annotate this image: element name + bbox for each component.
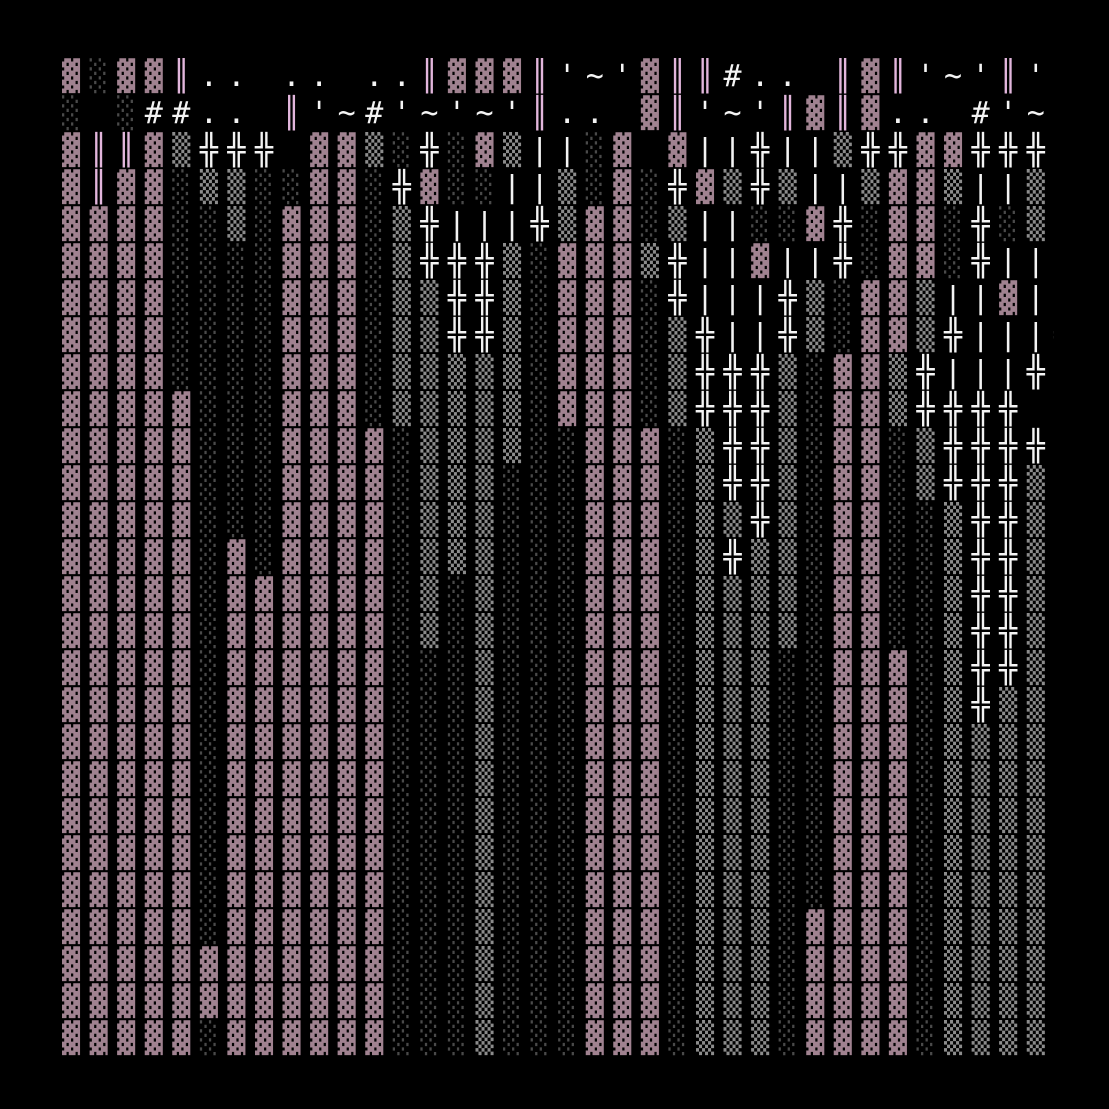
- ascii-row: ▓▓▓▓▓░▓▓▓▓▓▓░░░▒░░░▓▓▓░▒▒▒░░▓▓▓░▒▒▒▒: [62, 799, 1054, 834]
- ascii-row: ▓▓▓▓▓░▓▓▓▓▓▓░░░▒░░░▓▓▓░▒▒▒░░▓▓▓░▒▒▒▒: [62, 836, 1054, 871]
- ascii-row: ▓▓▓▓▓░▓▓▓▓▓▓░░░▒░░░▓▓▓░▒▒▒░▓▓▓▓░▒▒▒▒: [62, 1021, 1054, 1056]
- ascii-row: ▓▓▓▓▓▓▓▓▓▓▓▓░░░▒░░░▓▓▓░▒▒▒░▓▓▓▓░▒▒▒▒: [62, 984, 1054, 1019]
- ascii-row: ▓▓▓▓░░░░▓▓▓░▒▒╬╬▒░▓▓▓░▒╬||╬▒░▓▓▒╬|||╬: [62, 318, 1054, 353]
- ascii-row: ▓║▓▓░▒▒░░▓▓░╬▓░░||▒░▓░╬▓▒╬▒||▒▓▓▒||▒|: [62, 170, 1054, 205]
- ascii-grid: ▓░▓▓║.. .. ..║▓▓▓║'~'▓║║#.. ║▓║'~'║'~░ ░…: [62, 58, 1054, 1058]
- ascii-row: ▓▓▓▓░░▒░▓▓▓░▒╬|||╬▒▓▓░▒||░░▓╬░▓▓░╬░▒▒: [62, 207, 1054, 242]
- ascii-row: ▓▓▓▓░░░░▓▓▓░▒▒╬╬▒░▓▓▓░╬|||╬▒░▓▓▒||▓||: [62, 281, 1054, 316]
- ascii-row: ▓▓▓▓▓░▓▓▓▓▓▓░░░▒░░░▓▓▓░▒▒▒░░▓▓▓░▒▒▒▒: [62, 873, 1054, 908]
- ascii-row: ▓▓▓▓▓░▓▓▓▓▓▓░▒░▒░░░▓▓▓░▒▒▒▒░▓▓░░▒╬╬▒: [62, 614, 1054, 649]
- ascii-row: ▓▓▓▓▓░░░▓▓▓▓░▒▒▒░░░▓▓▓░▒▒╬▒░▓▓░░▒╬╬▒: [62, 503, 1054, 538]
- ascii-row: ▓▓▓▓▓░▓▓▓▓▓▓░▒░▒░░░▓▓▓░▒▒▒▒░▓▓░░▒╬╬▒: [62, 577, 1054, 612]
- ascii-row: ▓▓▓▓▓░▓░▓▓▓▓░▒▒▒░░░▓▓▓░▒╬▒▒░▓▓░░▒╬╬▒: [62, 540, 1054, 575]
- ascii-row: ▓▓▓▓▓░░░▓▓▓▓░▒▒▒░░░▓▓▓░▒╬╬▒░▓▓░▒╬╬╬▒: [62, 466, 1054, 501]
- ascii-row: ▓▓▓▓▓░░░▓▓▓▓░▒▒▒▒░░▓▓▓░▒╬╬▒░▓▓░▒╬╬╬╬: [62, 429, 1054, 464]
- ascii-row: ▓▓▓▓░░░░▓▓▓░▒▒▒▒▒░▓▓▓░▒╬╬╬▒░▓▓▒╬|||╬: [62, 355, 1054, 390]
- ascii-row: ▓░▓▓║.. .. ..║▓▓▓║'~'▓║║#.. ║▓║'~'║'~: [62, 59, 1054, 94]
- ascii-row: ▓║║▓▒╬╬╬ ▓▓▒░╬░▓▒||░▓ ▓||╬||▒╬╬▓▓╬╬╬░: [62, 133, 1054, 168]
- ascii-row: ▓▓▓▓▓░▓▓▓▓▓▓░░░▒░░░▓▓▓░▒▒▒░░▓▓▓░▒╬╬▒: [62, 651, 1054, 686]
- ascii-row: ░ ░##.. ║'~#'~'~'║.. ▓║'~'║▓║▓.. #'~'.: [62, 96, 1054, 131]
- ascii-row: ▓▓▓▓▓░▓▓▓▓▓▓░░░▒░░░▓▓▓░▒▒▒░░▓▓▓░▒╬▒▒: [62, 688, 1054, 723]
- ascii-row: ▓▓▓▓░░░░▓▓▓░▒╬╬╬▒░▓▓▓▒╬||▓||╬░▓▓░╬||░: [62, 244, 1054, 279]
- ascii-row: ▓▓▓▓▓░▓▓▓▓▓▓░░░▒░░░▓▓▓░▒▒▒░░▓▓▓░▒▒▒▒: [62, 725, 1054, 760]
- ascii-row: ▓▓▓▓▓░▓▓▓▓▓▓░░░▒░░░▓▓▓░▒▒▒░▓▓▓▓░▒▒▒▒: [62, 910, 1054, 945]
- ascii-row: ▓▓▓▓▓▓▓▓▓▓▓▓░░░▒░░░▓▓▓░▒▒▒░▓▓▓▓░▒▒▒▒: [62, 947, 1054, 982]
- ascii-row: ▓▓▓▓▓░▓▓▓▓▓▓░░░▒░░░▓▓▓░▒▒▒░░▓▓▓░▒▒▒▒: [62, 762, 1054, 797]
- ascii-row: ▓▓▓▓▓░░░▓▓▓░▒▒▒▒▒░▓▓▓░▒╬╬╬▒░▓▓▒╬╬╬╬: [62, 392, 1027, 427]
